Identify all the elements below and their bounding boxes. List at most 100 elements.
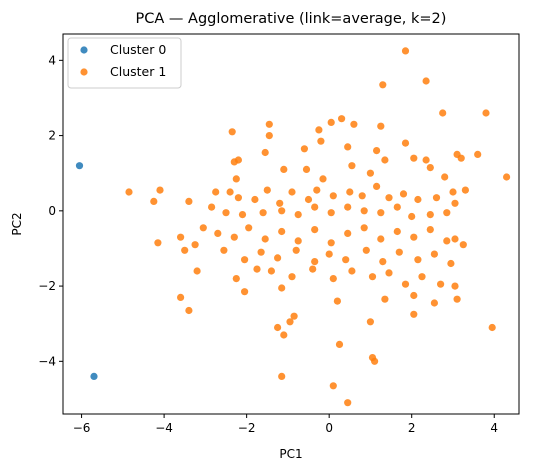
scatter-point-cluster-1 — [208, 203, 216, 211]
scatter-point-cluster-1 — [228, 128, 236, 136]
legend-box — [67, 37, 182, 89]
scatter-point-cluster-1 — [177, 233, 185, 241]
scatter-point-cluster-1 — [379, 258, 387, 266]
y-axis-ticks: −4 −2 0 2 4 — [38, 53, 63, 368]
scatter-point-cluster-1 — [329, 192, 337, 200]
scatter-point-cluster-1 — [325, 250, 333, 258]
scatter-point-cluster-1 — [453, 295, 461, 303]
scatter-point-cluster-1 — [259, 209, 267, 217]
scatter-point-cluster-1 — [220, 246, 228, 254]
scatter-point-cluster-1 — [280, 165, 288, 173]
scatter-point-cluster-1 — [449, 188, 457, 196]
scatter-point-cluster-1 — [278, 372, 286, 380]
scatter-point-cluster-1 — [410, 233, 418, 241]
scatter-point-cluster-1 — [257, 248, 265, 256]
y-tick-label: −4 — [38, 354, 56, 368]
scatter-point-cluster-1 — [199, 224, 207, 232]
scatter-point-cluster-1 — [360, 224, 368, 232]
scatter-point-cluster-1 — [335, 340, 344, 348]
scatter-point-cluster-1 — [346, 188, 354, 196]
scatter-point-cluster-1 — [333, 297, 341, 305]
scatter-point-cluster-1 — [315, 126, 323, 134]
scatter-point-cluster-1 — [288, 273, 296, 281]
scatter-point-cluster-1 — [503, 173, 511, 181]
scatter-point-cluster-1 — [461, 186, 469, 194]
scatter-point-cluster-1 — [459, 241, 467, 249]
scatter-point-cluster-1 — [319, 175, 327, 183]
scatter-point-cluster-1 — [377, 235, 385, 243]
scatter-point-cluster-1 — [344, 229, 352, 237]
scatter-point-cluster-1 — [241, 256, 249, 264]
scatter-point-cluster-1 — [267, 267, 275, 275]
scatter-point-cluster-1 — [253, 265, 261, 273]
scatter-point-cluster-1 — [368, 273, 377, 281]
legend-label-cluster-0: Cluster 0 — [110, 42, 166, 57]
chart-title: PCA — Agglomerative (link=average, k=2) — [136, 11, 447, 27]
scatter-point-cluster-1 — [261, 235, 269, 243]
scatter-point-cluster-1 — [447, 259, 455, 268]
scatter-point-cluster-1 — [414, 195, 422, 204]
x-axis-label: PC1 — [279, 447, 302, 461]
scatter-point-cluster-1 — [393, 203, 401, 211]
scatter-point-cluster-1 — [286, 318, 294, 326]
scatter-point-cluster-0 — [90, 372, 98, 380]
scatter-point-cluster-1 — [358, 192, 366, 200]
x-tick-label: −4 — [155, 421, 173, 435]
scatter-point-cluster-1 — [385, 269, 393, 277]
scatter-point-cluster-1 — [278, 207, 286, 215]
scatter-point-cluster-1 — [430, 299, 438, 307]
scatter-point-cluster-1 — [348, 267, 356, 275]
scatter-point-cluster-1 — [342, 256, 350, 264]
plot-frame — [62, 33, 520, 415]
y-tick-label: 2 — [48, 129, 56, 143]
y-tick-label: 4 — [48, 53, 56, 67]
scatter-point-cluster-1 — [393, 227, 401, 236]
scatter-point-cluster-1 — [381, 156, 389, 164]
x-tick-label: 0 — [325, 421, 333, 435]
scatter-point-cluster-1 — [426, 164, 434, 172]
scatter-point-cluster-1 — [457, 154, 465, 162]
scatter-point-cluster-1 — [385, 194, 393, 202]
scatter-point-cluster-1 — [474, 150, 482, 158]
scatter-point-cluster-1 — [366, 318, 374, 326]
scatter-point-cluster-1 — [226, 188, 234, 196]
scatter-point-cluster-1 — [443, 237, 451, 245]
scatter-point-cluster-1 — [311, 203, 319, 211]
scatter-point-cluster-1 — [309, 265, 317, 273]
scatter-point-cluster-1 — [276, 199, 284, 207]
scatter-point-cluster-1 — [360, 207, 368, 215]
x-tick-label: −2 — [238, 421, 256, 435]
scatter-point-cluster-1 — [327, 239, 335, 247]
scatter-point-cluster-1 — [373, 147, 381, 155]
scatter-point-cluster-1 — [234, 156, 242, 164]
scatter-point-cluster-1 — [381, 295, 389, 303]
scatter-point-cluster-1 — [379, 81, 387, 89]
y-axis-label: PC2 — [10, 212, 24, 235]
scatter-point-cluster-1 — [432, 194, 441, 202]
scatter-point-cluster-1 — [410, 154, 418, 162]
scatter-point-cluster-1 — [294, 211, 302, 219]
scatter-point-cluster-1 — [245, 224, 253, 232]
scatter-point-cluster-1 — [230, 233, 238, 241]
scatter-point-cluster-1 — [292, 246, 300, 254]
scatter-point-cluster-1 — [443, 209, 451, 217]
legend-label-cluster-1: Cluster 1 — [110, 64, 166, 79]
scatter-point-cluster-1 — [362, 246, 370, 254]
scatter-point-cluster-1 — [274, 254, 282, 262]
scatter-point-cluster-1 — [366, 169, 374, 177]
scatter-point-cluster-1 — [373, 182, 381, 190]
scatter-point-cluster-1 — [311, 226, 319, 234]
x-tick-label: 2 — [408, 421, 416, 435]
scatter-point-cluster-1 — [265, 132, 273, 140]
scatter-point-cluster-1 — [288, 188, 296, 196]
scatter-point-cluster-1 — [408, 212, 416, 221]
scatter-point-cluster-1 — [414, 256, 422, 264]
scatter-point-cluster-1 — [191, 241, 199, 249]
scatter-point-cluster-1 — [261, 148, 269, 157]
scatter-point-cluster-1 — [212, 188, 220, 196]
scatter-point-cluster-1 — [488, 323, 496, 332]
scatter-point-cluster-1 — [263, 186, 271, 194]
scatter-point-cluster-1 — [401, 47, 410, 55]
x-axis-ticks: −6 −4 −2 0 2 4 — [73, 414, 498, 435]
scatter-point-cluster-1 — [156, 186, 164, 194]
